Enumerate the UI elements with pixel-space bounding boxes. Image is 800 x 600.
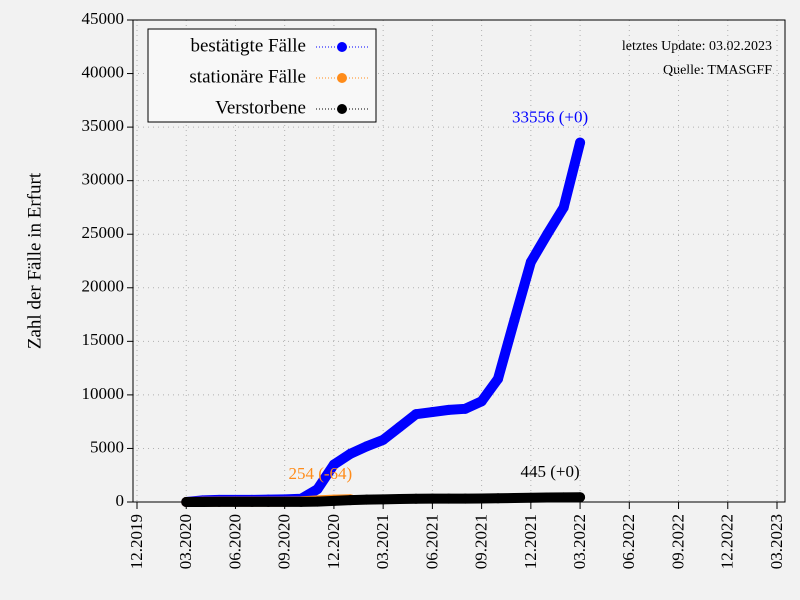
y-tick-label: 45000: [82, 9, 125, 28]
y-tick-label: 35000: [82, 116, 125, 135]
end-label: 33556 (+0): [512, 107, 588, 126]
legend-label: Verstorbene: [215, 97, 306, 118]
data-point: [394, 422, 405, 433]
x-tick-label: 03.2022: [570, 514, 589, 569]
data-point: [476, 493, 487, 504]
source-note: Quelle: TMASGFF: [663, 63, 772, 78]
data-point: [345, 495, 356, 506]
data-point: [493, 493, 504, 504]
data-point: [361, 494, 372, 505]
y-tick-label: 40000: [82, 62, 125, 81]
y-tick-label: 30000: [82, 170, 125, 189]
data-point: [410, 493, 421, 504]
data-point: [427, 407, 438, 418]
x-tick-label: 03.2021: [373, 514, 392, 569]
data-point: [279, 496, 290, 507]
data-point: [493, 373, 504, 384]
data-point: [378, 434, 389, 445]
data-point: [443, 493, 454, 504]
data-point: [394, 494, 405, 505]
data-point: [378, 494, 389, 505]
y-tick-label: 10000: [82, 384, 125, 403]
data-point: [542, 492, 553, 503]
data-point: [214, 496, 225, 507]
data-point: [328, 495, 339, 506]
y-axis-label: Zahl der Fälle in Erfurt: [24, 172, 45, 349]
data-point: [230, 496, 241, 507]
data-point: [575, 492, 586, 503]
data-point: [558, 492, 569, 503]
x-tick-label: 09.2022: [668, 514, 687, 569]
y-tick-label: 25000: [82, 223, 125, 242]
x-tick-label: 12.2021: [521, 514, 540, 569]
data-point: [328, 459, 339, 470]
data-point: [312, 484, 323, 495]
data-point: [427, 493, 438, 504]
x-tick-label: 09.2021: [472, 514, 491, 569]
x-tick-label: 09.2020: [275, 514, 294, 569]
x-tick-label: 12.2020: [324, 514, 343, 569]
y-tick-label: 5000: [90, 437, 124, 456]
x-tick-label: 06.2022: [619, 514, 638, 569]
y-tick-label: 15000: [82, 330, 125, 349]
legend: bestätigte Fälle stationäre Fälle Verstorb…: [147, 28, 377, 123]
y-tick-label: 20000: [82, 277, 125, 296]
legend-marker: [337, 42, 347, 52]
data-point: [509, 493, 520, 504]
x-tick-label: 03.2023: [767, 514, 786, 569]
data-point: [312, 496, 323, 507]
x-tick-label: 03.2020: [176, 514, 195, 569]
y-tick-label: 0: [116, 491, 125, 510]
data-point: [525, 492, 536, 503]
x-tick-label: 06.2020: [225, 514, 244, 569]
data-point: [197, 496, 208, 507]
data-point: [575, 137, 586, 148]
data-point: [525, 257, 536, 268]
end-label: 254 (-64): [288, 464, 352, 483]
update-note: letztes Update: 03.02.2023: [622, 39, 772, 54]
data-point: [558, 202, 569, 213]
data-point: [181, 497, 192, 507]
data-point: [476, 396, 487, 407]
data-point: [460, 493, 471, 504]
x-tick-label: 06.2021: [422, 514, 441, 569]
data-point: [460, 403, 471, 414]
x-tick-label: 12.2022: [718, 514, 737, 569]
data-point: [509, 314, 520, 325]
data-point: [345, 448, 356, 459]
legend-marker: [337, 104, 347, 114]
x-tick-label: 12.2019: [127, 514, 146, 569]
legend-marker: [337, 73, 347, 83]
legend-label: stationäre Fälle: [189, 66, 306, 87]
legend-label: bestätigte Fälle: [190, 35, 306, 56]
data-point: [410, 409, 421, 420]
end-label: 445 (+0): [520, 462, 579, 481]
data-point: [263, 496, 274, 507]
data-point: [296, 496, 307, 507]
data-point: [361, 441, 372, 452]
data-point: [542, 229, 553, 240]
data-point: [246, 496, 257, 507]
data-point: [443, 404, 454, 415]
